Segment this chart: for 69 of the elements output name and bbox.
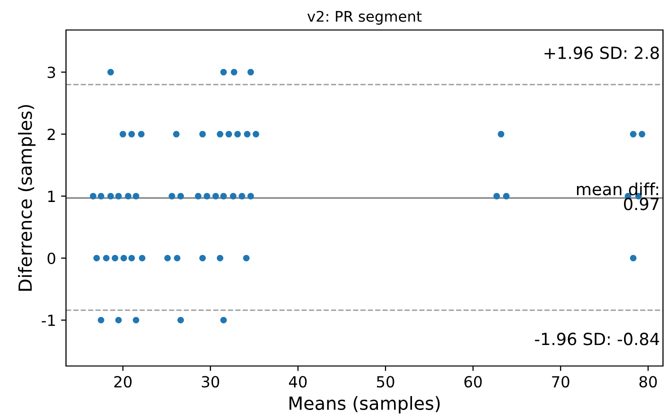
y-tick-label: 0	[48, 252, 56, 264]
point	[90, 192, 96, 200]
point	[244, 130, 250, 138]
ref-line-label: mean diff: 0.97	[577, 182, 659, 210]
point	[174, 254, 180, 262]
point	[638, 130, 646, 138]
point	[98, 316, 104, 324]
point	[503, 192, 510, 200]
point	[124, 192, 132, 200]
x-tick-label: 40	[289, 376, 307, 388]
point	[630, 254, 636, 262]
point	[498, 130, 504, 138]
point	[115, 316, 122, 324]
point	[220, 192, 227, 200]
point	[164, 254, 171, 262]
y-tick-label: -1	[42, 314, 55, 326]
point	[120, 254, 128, 262]
point	[98, 192, 104, 200]
point	[247, 68, 254, 76]
y-tick-label: 2	[48, 128, 55, 140]
point	[630, 130, 636, 138]
point	[103, 254, 110, 262]
chart-title: v2: PR segment	[307, 10, 422, 25]
point	[128, 130, 135, 138]
point	[115, 192, 122, 200]
x-axis-title: Means (samples)	[290, 396, 440, 414]
point	[199, 130, 206, 138]
point	[230, 68, 238, 76]
point	[173, 130, 180, 138]
point	[243, 254, 250, 262]
x-tick-label: 60	[464, 376, 482, 388]
point	[247, 192, 254, 200]
point	[204, 192, 210, 200]
x-tick-label: 80	[639, 376, 657, 388]
x-tick-label: 70	[552, 376, 570, 388]
point	[107, 192, 114, 200]
y-tick-label: 1	[48, 190, 55, 202]
point	[93, 254, 100, 262]
x-tick-label: 50	[376, 376, 394, 388]
point	[128, 254, 135, 262]
point	[132, 316, 140, 324]
point	[112, 254, 118, 262]
ref-line-label: +1.96 SD: 2.8	[544, 46, 659, 60]
y-tick-label: 3	[48, 66, 56, 78]
point	[212, 192, 219, 200]
point	[132, 192, 140, 200]
point	[177, 192, 184, 200]
x-tick-label: 30	[202, 376, 220, 388]
point	[230, 192, 236, 200]
point	[252, 130, 260, 138]
point	[493, 192, 500, 200]
point	[138, 130, 145, 138]
point	[120, 130, 126, 138]
ref-line-label: -1.96 SD: -0.84	[534, 332, 660, 346]
point	[220, 316, 227, 324]
point	[168, 192, 176, 200]
point	[216, 130, 224, 138]
x-tick-label: 20	[114, 376, 132, 388]
point	[220, 68, 227, 76]
point	[138, 254, 146, 262]
point	[238, 192, 246, 200]
point	[216, 254, 224, 262]
y-axis-title: Diferrence (samples)	[18, 105, 36, 291]
point	[199, 254, 206, 262]
point	[226, 130, 232, 138]
point	[234, 130, 241, 138]
point	[107, 68, 114, 76]
point	[177, 316, 184, 324]
point	[194, 192, 202, 200]
